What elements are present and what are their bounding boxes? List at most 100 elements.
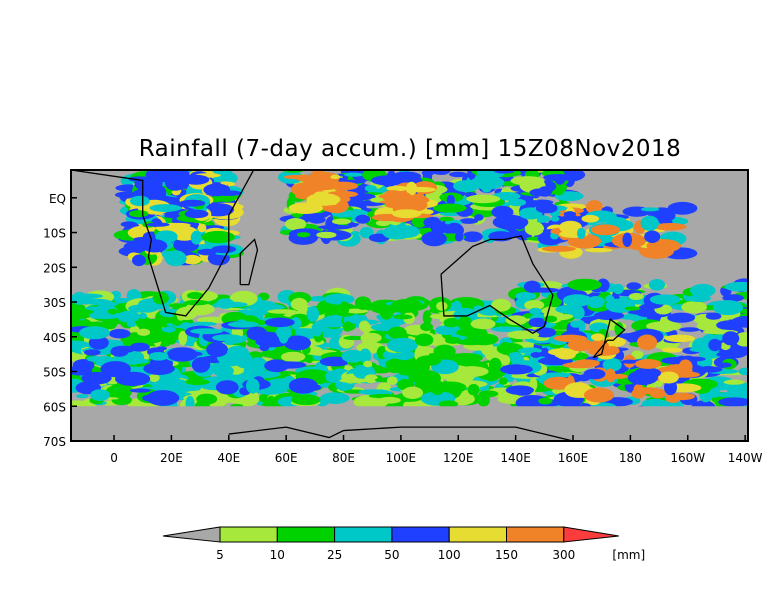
rain-cell — [628, 292, 644, 301]
rain-cell — [165, 176, 187, 191]
colorbar-unit: [mm] — [612, 548, 645, 562]
rain-cell — [530, 352, 542, 358]
rain-cell — [166, 347, 198, 362]
rain-cell — [518, 207, 543, 220]
rain-cell — [386, 376, 398, 385]
rain-cell — [339, 378, 370, 383]
colorbar-label: 100 — [438, 548, 461, 562]
rain-cell — [452, 300, 462, 312]
rain-cell — [83, 349, 101, 356]
rain-cell — [164, 250, 187, 267]
lat-tick-label: 70S — [43, 435, 66, 449]
rain-cell — [203, 183, 231, 197]
rain-cell — [309, 170, 328, 186]
rain-cell — [524, 300, 545, 311]
rain-cell — [133, 236, 152, 243]
rain-cell — [422, 310, 432, 325]
rain-cell — [190, 328, 224, 335]
rain-cell — [738, 367, 748, 376]
rain-cell — [240, 371, 271, 380]
rain-cell — [386, 337, 419, 353]
rain-cell — [395, 198, 428, 213]
rain-cell — [264, 317, 295, 328]
rain-cell — [608, 373, 628, 380]
rain-cell — [430, 221, 449, 234]
rain-cell — [416, 355, 442, 366]
rain-cell — [462, 231, 483, 243]
rain-cell — [478, 390, 499, 398]
rain-cell — [331, 218, 352, 225]
rain-cell — [717, 362, 732, 368]
colorbar-label: 50 — [384, 548, 399, 562]
rain-cell — [433, 344, 456, 359]
rain-cell — [455, 366, 489, 377]
rain-cell — [667, 201, 698, 215]
rain-cell — [179, 199, 206, 207]
rain-cell — [470, 318, 496, 330]
lat-tick-label: 50S — [43, 366, 66, 380]
rain-cell — [280, 351, 306, 362]
colorbar-label: 150 — [495, 548, 518, 562]
lon-tick-label: 40E — [217, 451, 240, 465]
colorbar-low-arrow — [162, 526, 221, 543]
rain-cell — [438, 216, 454, 222]
rain-cell — [108, 328, 131, 339]
rain-cell — [227, 349, 240, 354]
rain-cell — [247, 360, 257, 365]
rain-cell — [538, 186, 553, 197]
rain-cell — [120, 221, 138, 228]
rain-cell — [359, 227, 374, 239]
colorbar-label: 10 — [270, 548, 285, 562]
rain-cell — [449, 171, 468, 178]
rain-cell — [708, 338, 722, 352]
rain-cell — [722, 331, 740, 346]
rain-cell — [529, 307, 542, 315]
rain-cell — [446, 194, 456, 206]
rain-cell — [570, 320, 583, 328]
rain-cell — [343, 335, 366, 341]
rain-cell — [88, 335, 109, 350]
rain-cell — [535, 203, 558, 214]
colorbar-swatch — [448, 526, 508, 543]
map-frame — [70, 169, 749, 442]
rain-cell — [358, 389, 389, 395]
rain-cell — [454, 232, 464, 242]
rain-cell — [653, 223, 687, 231]
lon-tick-label: 160E — [558, 451, 589, 465]
rain-cell — [290, 297, 308, 311]
rain-cell — [635, 358, 662, 369]
rain-cell — [665, 392, 682, 403]
rain-cell — [71, 340, 90, 349]
rain-cell — [227, 321, 260, 328]
rain-cell — [155, 346, 167, 351]
lat-tick-label: 30S — [43, 296, 66, 310]
rain-cell — [354, 296, 372, 310]
rain-cell — [722, 294, 744, 302]
rain-cell — [319, 356, 350, 367]
rain-cell — [731, 316, 748, 328]
rain-cell — [445, 336, 461, 344]
rain-cell — [197, 223, 207, 233]
rain-cell — [626, 282, 642, 290]
rain-cell — [176, 379, 186, 387]
rain-cell — [339, 301, 350, 317]
rain-cell — [184, 386, 201, 391]
rain-cell — [581, 214, 600, 223]
rain-cell — [681, 301, 707, 314]
colorbar-swatch — [391, 526, 450, 543]
rain-cell — [155, 230, 178, 243]
rain-cell — [406, 181, 418, 196]
rain-cell — [705, 312, 722, 320]
rain-cell — [148, 351, 169, 361]
rain-cell — [420, 322, 434, 332]
rain-cell — [86, 355, 104, 362]
rain-cell — [443, 318, 459, 328]
rain-cell — [211, 245, 237, 254]
antarctica-coastline — [228, 426, 579, 441]
rain-cell — [567, 338, 593, 352]
rain-cell — [343, 172, 364, 177]
rain-cell — [718, 397, 748, 407]
rain-cell — [190, 230, 202, 245]
rain-cell — [206, 342, 229, 358]
